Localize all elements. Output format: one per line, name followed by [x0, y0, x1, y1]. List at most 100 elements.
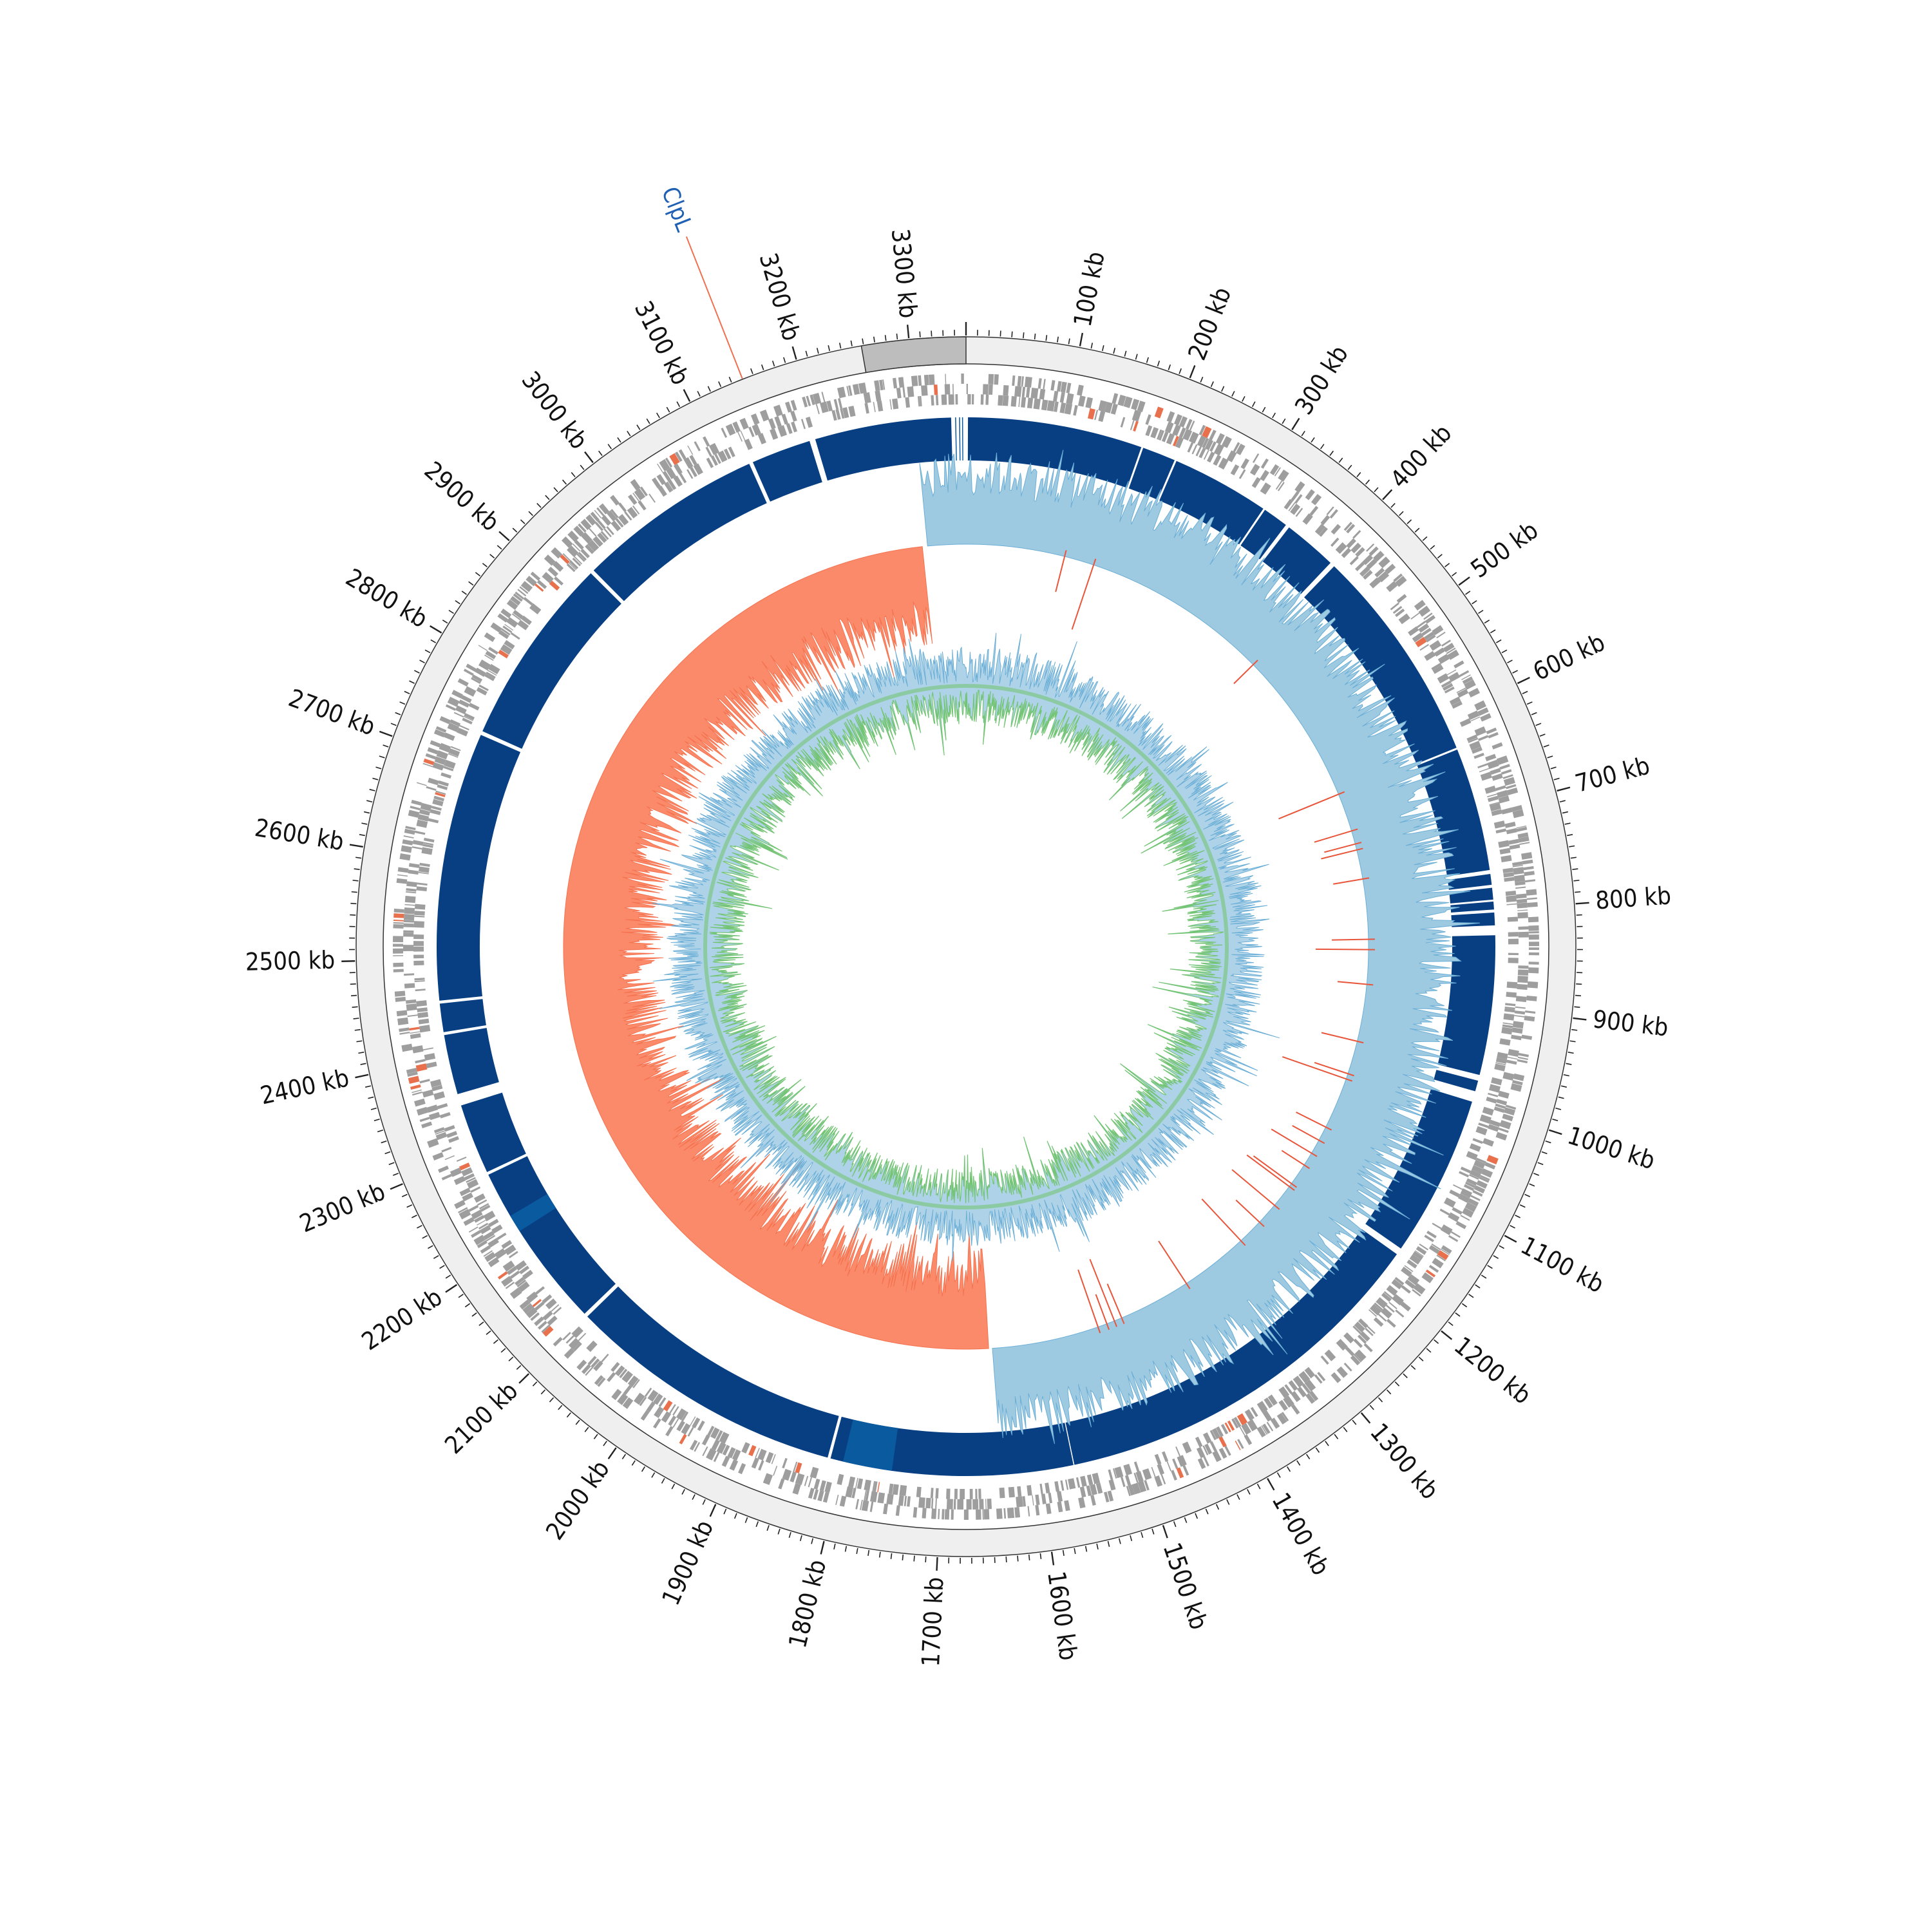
minor-tick: [448, 609, 454, 614]
gene-feature: [1385, 1304, 1395, 1313]
minor-tick: [1403, 1373, 1408, 1378]
gene-feature: [1457, 1193, 1470, 1203]
gene-feature: [1446, 647, 1456, 654]
gene-feature: [1461, 674, 1471, 681]
minor-tick: [1272, 412, 1276, 419]
gene-feature: [1506, 992, 1517, 998]
gene-feature: [519, 586, 529, 594]
minor-tick: [838, 343, 842, 349]
gene-feature: [1498, 795, 1510, 804]
gene-feature: [1434, 647, 1445, 657]
gene-feature: [399, 1032, 410, 1035]
gene-feature: [526, 1291, 538, 1303]
gene-feature: [966, 1499, 972, 1510]
gene-feature: [1329, 509, 1338, 519]
gene-feature: [590, 511, 600, 522]
gene-feature: [440, 772, 451, 779]
gene-feature: [1177, 1455, 1187, 1467]
clpl-gene-label[interactable]: ClpL: [656, 184, 697, 235]
gene-feature: [757, 1448, 767, 1461]
minor-tick: [379, 755, 385, 759]
gene-feature: [945, 374, 947, 384]
gene-feature: [459, 724, 469, 731]
gene-feature: [985, 1499, 987, 1510]
gene-feature: [1512, 809, 1524, 819]
gene-feature: [865, 1490, 869, 1501]
gene-feature: [1346, 524, 1356, 534]
minor-tick: [404, 690, 410, 694]
gene-feature: [1095, 1482, 1103, 1494]
gene-feature: [463, 668, 474, 676]
gc-skew-spike: [1077, 1269, 1101, 1334]
gene-feature: [611, 520, 621, 532]
gene-feature: [479, 1203, 489, 1209]
gene-feature: [1491, 1077, 1502, 1086]
synteny-block-stripe: [959, 417, 961, 461]
tick-label: 2200 kb: [357, 1283, 447, 1356]
minor-tick: [350, 983, 356, 985]
gene-feature: [1197, 435, 1207, 448]
tick-label: 2700 kb: [285, 683, 379, 741]
gene-feature: [889, 399, 892, 410]
gene-feature: [681, 1423, 691, 1435]
gene-feature: [515, 1260, 527, 1271]
gene-feature: [421, 847, 433, 855]
minor-tick: [1563, 1074, 1569, 1077]
gene-feature: [417, 814, 430, 822]
minor-tick: [1221, 386, 1225, 392]
gene-feature: [1209, 1441, 1217, 1452]
gene-feature: [488, 1238, 499, 1248]
gene-feature: [565, 1335, 574, 1344]
major-tick: [349, 844, 363, 848]
gene-feature: [402, 839, 413, 846]
gene-feature: [860, 1499, 863, 1510]
minor-tick: [1146, 357, 1149, 363]
minor-tick: [571, 472, 576, 477]
gene-feature: [404, 904, 415, 906]
gene-feature: [741, 1442, 750, 1454]
gene-feature: [607, 1372, 616, 1382]
gene-feature: [1517, 983, 1528, 990]
gene-feature: [627, 1375, 639, 1387]
gene-feature: [931, 1498, 934, 1509]
gene-feature: [963, 1509, 969, 1520]
synteny-block: [752, 440, 822, 502]
gene-feature: [1079, 1486, 1086, 1498]
gene-feature: [1064, 1500, 1070, 1511]
minor-tick: [1575, 891, 1581, 893]
gene-feature: [1202, 1445, 1209, 1455]
minor-tick: [862, 338, 864, 345]
gene-feature: [831, 410, 837, 421]
gene-feature: [895, 1505, 900, 1516]
gene-feature: [896, 387, 902, 399]
gene-feature: [1489, 1084, 1501, 1093]
gene-feature: [1450, 1231, 1461, 1238]
gene-feature: [1182, 1465, 1189, 1476]
minor-tick: [390, 723, 397, 726]
minor-tick: [1247, 1489, 1251, 1495]
minor-tick: [1573, 880, 1580, 882]
gene-feature: [1124, 1475, 1132, 1486]
minor-tick: [458, 1293, 464, 1298]
gene-feature: [863, 392, 871, 404]
gene-feature: [473, 1193, 486, 1203]
gene-feature: [1060, 1480, 1065, 1491]
gene-feature: [519, 1265, 530, 1274]
gene-feature: [679, 473, 687, 484]
gene-feature: [1426, 1231, 1437, 1238]
synteny-block: [1262, 527, 1331, 594]
gene-feature: [1350, 542, 1361, 554]
gene-feature: [1281, 1412, 1289, 1422]
gene-feature: [1516, 825, 1527, 829]
minor-tick: [493, 1339, 498, 1344]
gene-feature: [1059, 392, 1065, 403]
gene-feature: [751, 1457, 759, 1469]
gene-feature: [1363, 570, 1373, 580]
minor-tick: [873, 336, 875, 343]
gene-feature: [1003, 384, 1009, 396]
gene-feature: [1464, 679, 1476, 690]
gene-feature: [748, 426, 755, 437]
gene-feature: [1409, 1254, 1421, 1265]
gene-feature: [846, 386, 850, 397]
gene-feature: [395, 996, 406, 1002]
